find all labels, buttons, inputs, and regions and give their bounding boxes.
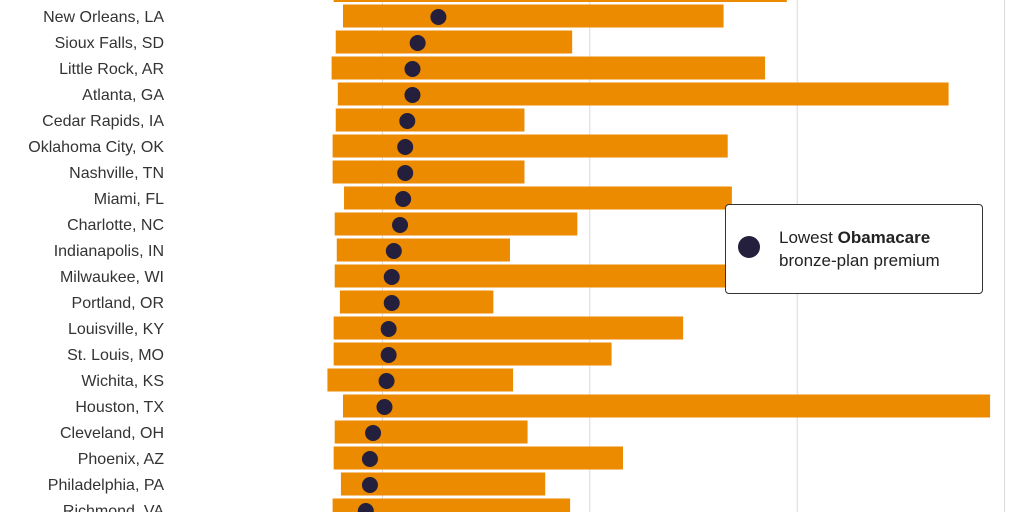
city-label: St. Louis, MO xyxy=(67,347,164,364)
city-label: New Orleans, LA xyxy=(43,9,164,26)
premium-dot xyxy=(385,243,402,259)
premium-dot xyxy=(365,425,382,441)
city-label: Cleveland, OH xyxy=(60,425,164,442)
premium-dot xyxy=(409,35,426,51)
premium-dot xyxy=(404,61,421,77)
range-bar xyxy=(333,342,612,366)
city-label: Sioux Falls, SD xyxy=(55,35,164,52)
city-label: Nashville, TN xyxy=(69,165,164,182)
city-label: Philadelphia, PA xyxy=(48,477,165,494)
city-label: Phoenix, AZ xyxy=(78,451,165,468)
premium-dot xyxy=(378,373,395,389)
city-label: Louisville, KY xyxy=(68,321,164,338)
range-bar xyxy=(333,316,684,340)
range-bar xyxy=(336,238,510,262)
city-label: Houston, TX xyxy=(75,399,164,416)
city-labels: New Orleans, LA Sioux Falls, SD Little Roc… xyxy=(28,9,164,512)
range-bar xyxy=(334,212,578,236)
range-bar xyxy=(334,420,528,444)
premium-dot xyxy=(376,399,393,415)
premium-dot xyxy=(392,217,409,233)
legend-text: Lowest Obamacare bronze-plan premium xyxy=(779,226,940,272)
range-bar xyxy=(342,4,724,28)
chart-legend: Lowest Obamacare bronze-plan premium xyxy=(725,204,983,294)
range-bar xyxy=(327,368,514,392)
city-label: Wichita, KS xyxy=(81,373,164,390)
premium-dot xyxy=(383,295,400,311)
range-bar xyxy=(337,82,949,106)
city-label: Miami, FL xyxy=(94,191,164,208)
city-label: Indianapolis, IN xyxy=(54,243,164,260)
range-bar xyxy=(339,290,494,314)
range-bar xyxy=(331,56,766,80)
legend-line2: bronze-plan premium xyxy=(779,251,940,270)
city-label: Cedar Rapids, IA xyxy=(42,113,164,130)
legend-dot-icon xyxy=(738,236,760,258)
range-bars xyxy=(327,0,991,512)
city-label: Richmond, VA xyxy=(63,503,164,512)
range-bar xyxy=(332,160,525,184)
premium-dot xyxy=(361,451,378,467)
range-bar-partial xyxy=(333,0,787,2)
premium-dot xyxy=(430,9,447,25)
range-bar xyxy=(332,134,728,158)
premium-dot xyxy=(383,269,400,285)
premium-dot xyxy=(404,87,421,103)
range-bar xyxy=(335,108,525,132)
premium-dot xyxy=(397,139,414,155)
premium-dot xyxy=(399,113,416,129)
range-bar xyxy=(333,446,623,470)
legend-bold: Obamacare xyxy=(837,228,931,247)
legend-prefix: Lowest xyxy=(779,228,838,247)
city-label: Charlotte, NC xyxy=(67,217,164,234)
premium-dot xyxy=(380,347,397,363)
range-bar xyxy=(334,264,784,288)
city-label: Portland, OR xyxy=(72,295,164,312)
city-label: Milwaukee, WI xyxy=(60,269,164,286)
city-label: Atlanta, GA xyxy=(82,87,164,104)
premium-dot xyxy=(397,165,414,181)
range-bar xyxy=(335,30,573,54)
range-bar xyxy=(332,498,571,512)
range-bar xyxy=(342,394,991,418)
premium-dot xyxy=(395,191,412,207)
range-bar xyxy=(340,472,546,496)
premium-dot xyxy=(380,321,397,337)
city-label: Little Rock, AR xyxy=(59,61,164,78)
city-label: Oklahoma City, OK xyxy=(28,139,164,156)
premium-dot xyxy=(357,503,374,512)
premium-dot xyxy=(361,477,378,493)
range-bar xyxy=(344,186,732,210)
premium-dots xyxy=(357,9,447,512)
